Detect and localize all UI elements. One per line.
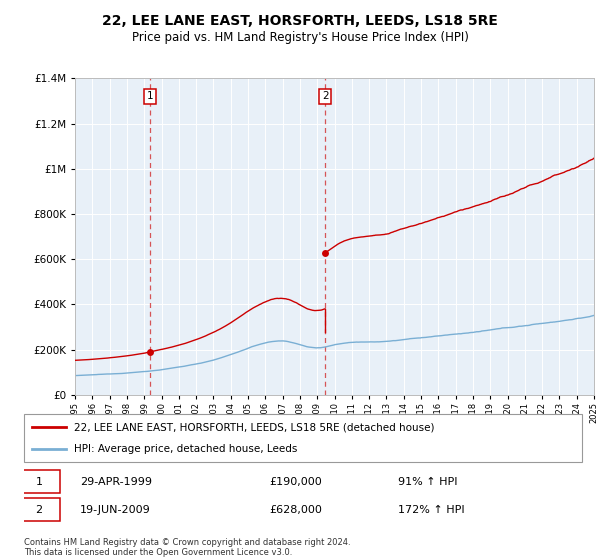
FancyBboxPatch shape bbox=[24, 414, 582, 462]
Text: 19-JUN-2009: 19-JUN-2009 bbox=[80, 505, 151, 515]
Text: Contains HM Land Registry data © Crown copyright and database right 2024.
This d: Contains HM Land Registry data © Crown c… bbox=[24, 538, 350, 557]
Text: HPI: Average price, detached house, Leeds: HPI: Average price, detached house, Leed… bbox=[74, 444, 298, 454]
Text: 22, LEE LANE EAST, HORSFORTH, LEEDS, LS18 5RE: 22, LEE LANE EAST, HORSFORTH, LEEDS, LS1… bbox=[102, 14, 498, 28]
Text: Price paid vs. HM Land Registry's House Price Index (HPI): Price paid vs. HM Land Registry's House … bbox=[131, 31, 469, 44]
Text: 29-APR-1999: 29-APR-1999 bbox=[80, 477, 152, 487]
FancyBboxPatch shape bbox=[19, 470, 60, 493]
Text: 1: 1 bbox=[146, 91, 153, 101]
Text: £628,000: £628,000 bbox=[269, 505, 322, 515]
Text: 22, LEE LANE EAST, HORSFORTH, LEEDS, LS18 5RE (detached house): 22, LEE LANE EAST, HORSFORTH, LEEDS, LS1… bbox=[74, 422, 435, 432]
Text: £190,000: £190,000 bbox=[269, 477, 322, 487]
FancyBboxPatch shape bbox=[19, 498, 60, 521]
Text: 172% ↑ HPI: 172% ↑ HPI bbox=[398, 505, 464, 515]
Text: 1: 1 bbox=[35, 477, 43, 487]
Text: 2: 2 bbox=[35, 505, 43, 515]
Text: 91% ↑ HPI: 91% ↑ HPI bbox=[398, 477, 457, 487]
Text: 2: 2 bbox=[322, 91, 328, 101]
